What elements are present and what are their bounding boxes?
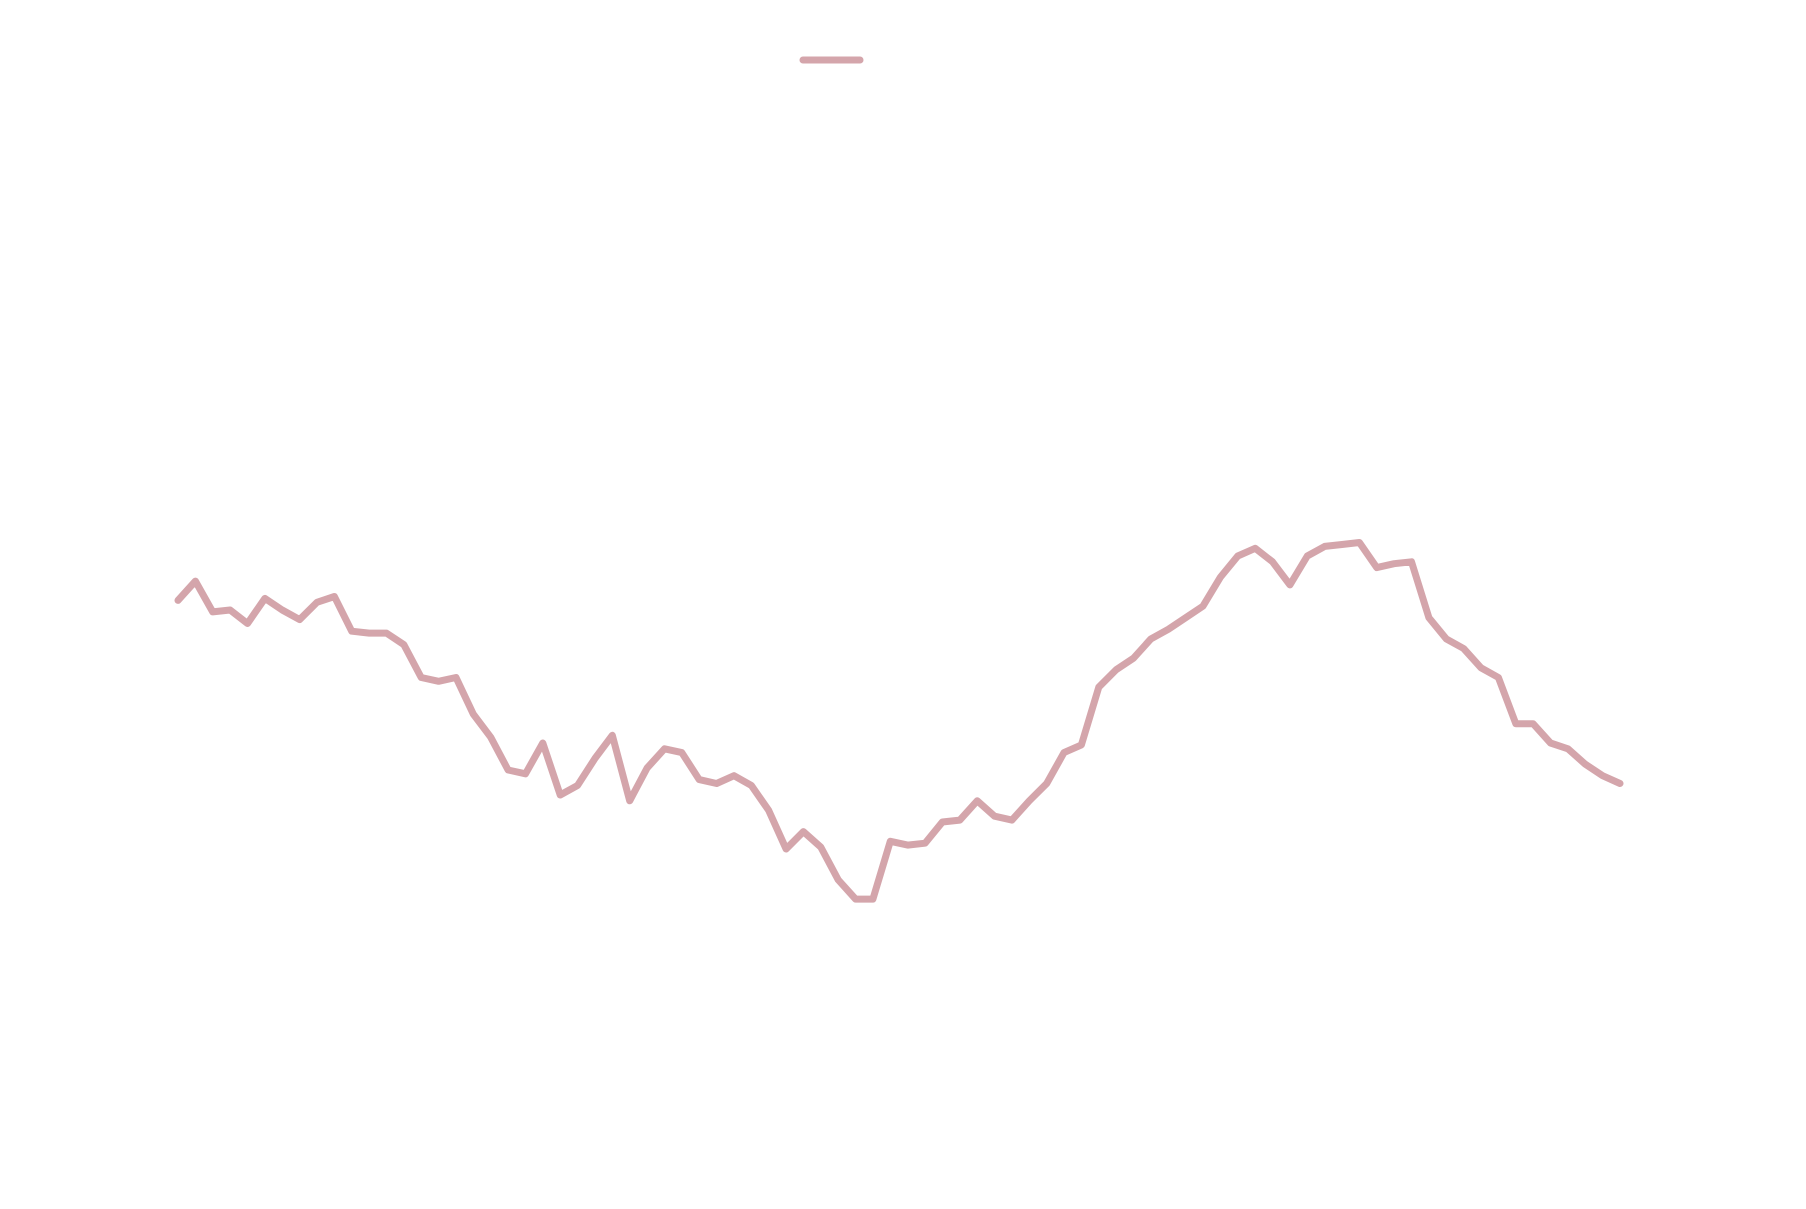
series-line-1 (174, 539, 1624, 903)
plot-area (174, 539, 1624, 903)
